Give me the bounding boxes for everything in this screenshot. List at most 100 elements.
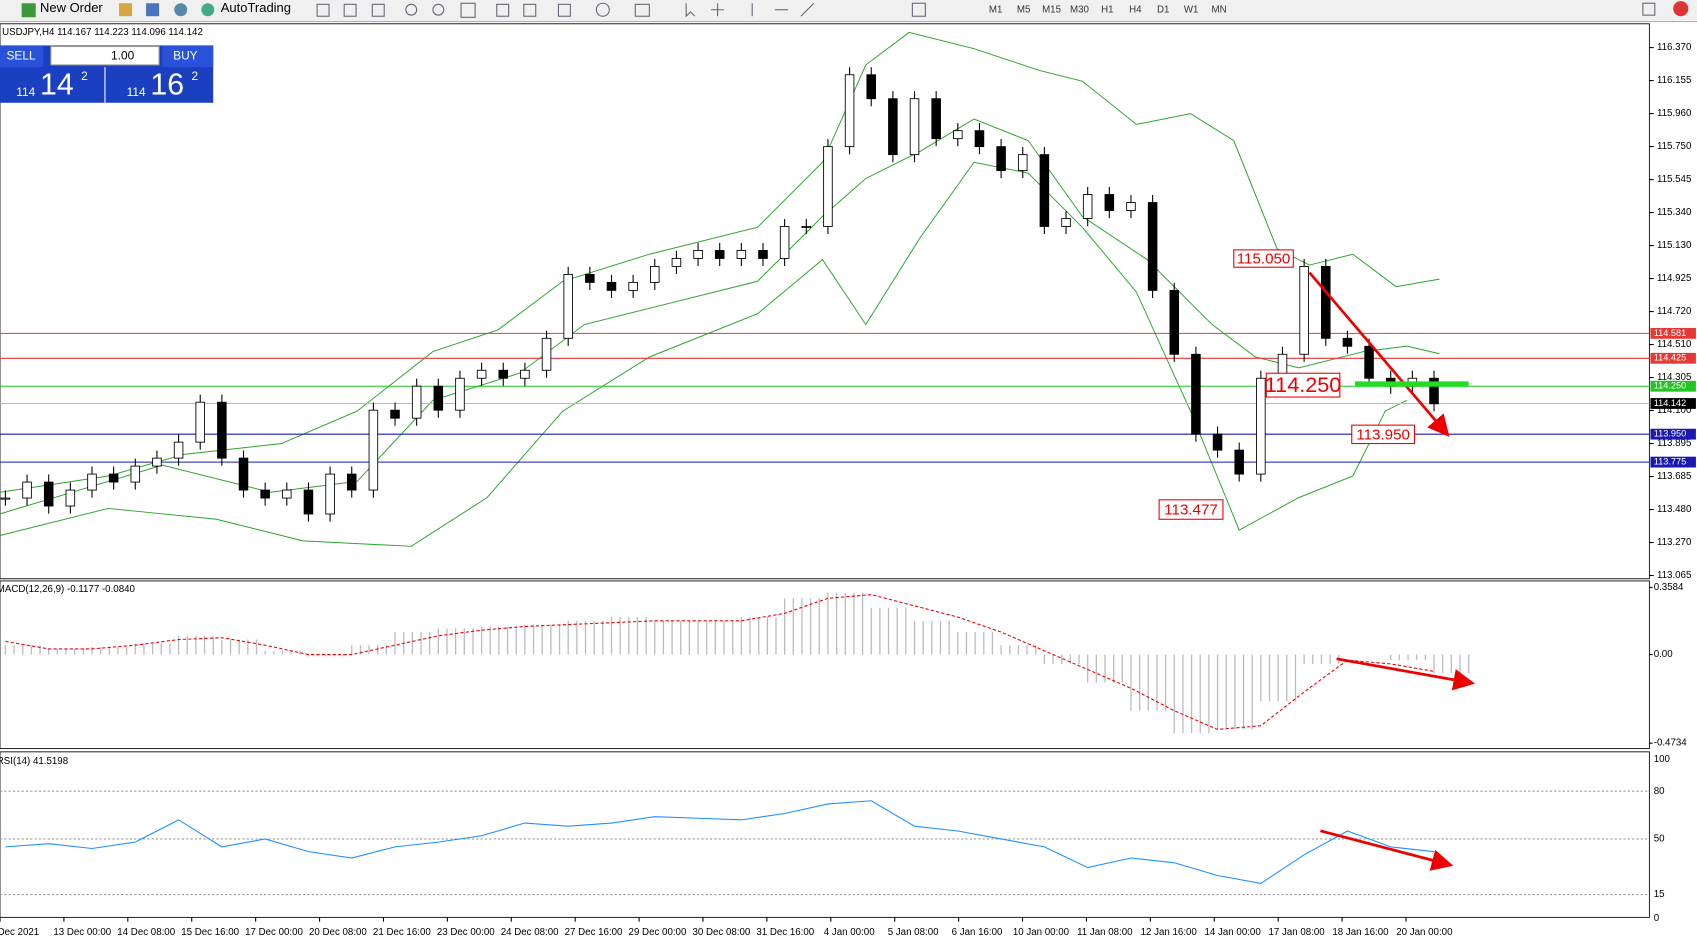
icon[interactable] [557,3,571,17]
candle [801,226,812,229]
price-annotation: 113.950 [1356,426,1410,443]
bid-sup[interactable]: 2 [81,69,88,83]
volume-input[interactable] [50,45,160,66]
new-order-button[interactable]: New Order [40,0,103,15]
icon[interactable] [146,3,160,17]
icon[interactable] [371,3,385,17]
ask-prefix[interactable]: 114 [127,85,146,99]
candle [1191,353,1201,435]
price-tick-label: 115.130 [1657,240,1692,251]
ask-sup[interactable]: 2 [192,69,199,83]
timeframe-button[interactable]: H1 [1101,4,1113,15]
candle [217,401,227,459]
level-tag-label: 114.142 [1654,398,1687,408]
macd-plot: 0.3584 0.00 -0.4734 [4,582,1687,749]
timeframe-button[interactable]: D1 [1157,4,1169,15]
text-tool[interactable] [911,2,926,17]
time-label: 23 Dec 00:00 [437,927,495,938]
main-panel [0,23,1650,580]
cursor-tool[interactable] [685,3,696,18]
icon[interactable] [174,3,188,17]
candle [909,98,920,156]
zoom-out[interactable] [432,3,445,16]
price-tick-label: 113.065 [1657,570,1691,581]
candle [1429,377,1439,405]
sell-button[interactable] [0,45,44,68]
price-annotation: 115.050 [1237,251,1291,268]
autotrading-button[interactable]: AutoTrading [221,0,291,15]
time-label: 5 Jan 08:00 [888,927,939,938]
bid-big[interactable]: 14 [40,69,74,102]
sell-label[interactable]: SELL [6,48,35,62]
bb-lower [0,161,1408,547]
new-order-icon[interactable] [21,3,36,18]
candle [476,369,487,379]
toolbar-icons [316,2,1656,18]
candle [325,473,335,515]
buy-label[interactable]: BUY [173,48,198,62]
autotrading-icon[interactable] [201,3,215,17]
notifications[interactable] [1673,1,1689,17]
rsi-line [5,800,1435,885]
time-label: 31 Dec 16:00 [756,927,814,938]
candle [152,457,162,467]
icon[interactable] [316,3,330,17]
price-tick-label: 115.340 [1657,207,1692,218]
level-tag-label: 114.250 [1654,381,1687,391]
time-label: 29 Dec 00:00 [629,927,687,938]
candle [1039,154,1050,227]
candle [606,281,617,291]
candle [455,377,465,411]
price-tick-label: 114.925 [1657,273,1691,284]
candle [671,258,682,267]
crosshair-tool[interactable] [711,3,725,17]
price-annotation-box [1233,249,1294,268]
icon[interactable] [119,3,133,17]
icon[interactable] [496,3,510,17]
price-tick-label: 113.895 [1657,438,1691,449]
timeframe-button[interactable]: H4 [1129,4,1142,15]
icon[interactable] [595,2,610,17]
candle [130,465,141,483]
time-label: 17 Dec 00:00 [245,927,303,938]
trendline-tool[interactable] [800,2,815,17]
buy-button[interactable] [162,45,214,68]
timeframe-button[interactable]: M30 [1070,4,1090,15]
icon[interactable] [460,2,476,18]
level-tag [1650,456,1696,468]
price-annotation-box [1265,372,1341,398]
level-tag-label: 113.775 [1654,457,1687,467]
volume[interactable]: 1.00 [111,48,135,62]
ask-big[interactable]: 16 [150,69,184,102]
zoom-in[interactable] [405,3,418,16]
bid-prefix[interactable]: 114 [16,85,35,99]
time-label: 14 Jan 00:00 [1205,927,1262,938]
icon[interactable] [343,3,357,17]
icon[interactable] [523,3,537,17]
candle [195,401,205,443]
icon[interactable] [634,3,650,17]
time-label: 4 Jan 00:00 [824,927,875,938]
timeframe-button[interactable]: M5 [1017,4,1031,15]
timeframe-button[interactable]: M1 [989,4,1003,15]
rsi-tick-label: 50 [1654,833,1665,844]
candle [1364,345,1374,379]
candle [260,489,270,499]
macd-signal [5,594,1435,730]
candle [1321,266,1331,339]
toolbar [0,0,1697,22]
timeframe-button[interactable]: W1 [1184,4,1199,15]
price-tick-label: 116.370 [1657,42,1692,53]
time-label: 14 Dec 08:00 [117,927,175,938]
timeframe-button[interactable]: MN [1212,4,1227,15]
rsi-arrow [1320,829,1454,871]
candle [1147,202,1158,291]
level-tag-label: 114.581 [1654,328,1687,338]
level-tag [1650,352,1696,364]
macd-tick-label: 0.3584 [1654,582,1684,593]
rsi-tick-label: 80 [1654,786,1665,797]
search[interactable] [1642,2,1656,16]
timeframe-button[interactable]: M15 [1042,4,1061,15]
